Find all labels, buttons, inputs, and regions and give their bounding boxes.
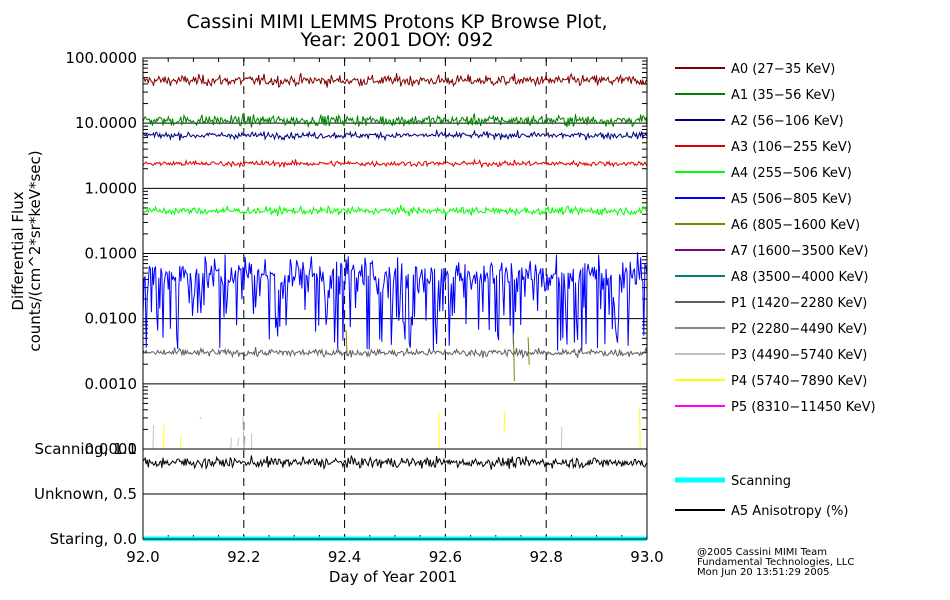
legend-label: P1 (1420−2280 KeV) [731, 296, 867, 311]
bottom-frame [142, 448, 648, 540]
series-line [143, 112, 647, 129]
series-line [143, 346, 647, 360]
series-line [346, 330, 622, 381]
x-tick-label: 92.8 [529, 548, 562, 566]
y-axis-label-line2: counts/(cm^2*sr*keV*sec) [26, 150, 44, 351]
y-tick-label: 0.0001 [85, 440, 138, 458]
x-axis-label: Day of Year 2001 [329, 568, 457, 586]
legend-label: A3 (106−255 KeV) [731, 140, 852, 155]
tick-labels: 100.0000 10.0000 1.0000 0.1000 0.0100 0.0010 0… [34, 49, 664, 566]
y-tick-label: 100.0000 [65, 49, 137, 67]
series-line [143, 128, 647, 142]
series-line [143, 158, 647, 169]
bottom-y-tick-label: Unknown, 0.5 [34, 485, 137, 503]
x-tick-label: 92.2 [227, 548, 260, 566]
series-line [143, 204, 647, 218]
anisotropy-line [143, 455, 647, 471]
y-tick-label: 1.0000 [85, 179, 138, 197]
footer-line3: Mon Jun 20 13:51:29 2005 [697, 567, 830, 578]
legend-label: P3 (4490−5740 KeV) [731, 348, 867, 363]
series-line [153, 416, 648, 496]
x-tick-label: 92.6 [429, 548, 462, 566]
legend-label: P5 (8310−11450 KeV) [731, 400, 876, 415]
bottom-y-tick-label: Staring, 0.0 [50, 530, 137, 548]
series-line [143, 72, 647, 88]
legend-label: A5 (506−805 KeV) [731, 192, 852, 207]
y-axis-label-line1: Differential Flux [9, 191, 27, 310]
legend-label: A6 (805−1600 KeV) [731, 218, 860, 233]
series-line [143, 252, 647, 351]
legend-label: A1 (35−56 KeV) [731, 88, 835, 103]
y-tick-label: 10.0000 [75, 114, 137, 132]
chart-title-line1: Cassini MIMI LEMMS Protons KP Browse Plo… [186, 11, 607, 33]
legend-label: A0 (27−35 KeV) [731, 62, 835, 77]
legend: A0 (27−35 KeV) A1 (35−56 KeV) A2 (56−106 K… [675, 62, 876, 519]
legend-label: A2 (56−106 KeV) [731, 114, 844, 129]
chart-title-line2: Year: 2001 DOY: 092 [299, 29, 493, 51]
y-tick-label: 0.0100 [85, 310, 138, 328]
legend-label: A7 (1600−3500 KeV) [731, 244, 868, 259]
legend-label: P2 (2280−4490 KeV) [731, 322, 867, 337]
legend-label: Scanning [731, 474, 791, 489]
legend-label: A5 Anisotropy (%) [731, 504, 848, 519]
grid [142, 57, 648, 540]
y-tick-label: 0.1000 [85, 245, 138, 263]
bottom-y-tick-label: Scanning, 1.0 [34, 440, 137, 458]
legend-label: A8 (3500−4000 KeV) [731, 270, 868, 285]
series-line [163, 409, 643, 488]
legend-label: A4 (255−506 KeV) [731, 166, 852, 181]
x-tick-label: 92.0 [126, 548, 159, 566]
x-tick-label: 93.0 [630, 548, 663, 566]
legend-label: P4 (5740−7890 KeV) [731, 374, 867, 389]
y-tick-label: 0.0010 [85, 375, 138, 393]
axes [142, 57, 648, 540]
x-tick-label: 92.4 [328, 548, 361, 566]
footer-line1: @2005 Cassini MIMI Team [697, 547, 827, 558]
y-axis-label: Differential Flux counts/(cm^2*sr*keV*se… [9, 150, 44, 351]
footer-line2: Fundamental Technologies, LLC [697, 557, 854, 568]
